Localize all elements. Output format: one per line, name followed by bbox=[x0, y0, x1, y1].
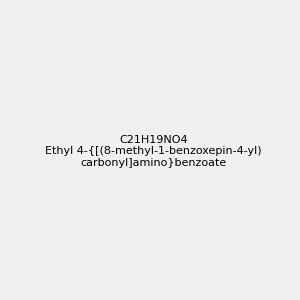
Text: C21H19NO4
Ethyl 4-{[(8-methyl-1-benzoxepin-4-yl)
carbonyl]amino}benzoate: C21H19NO4 Ethyl 4-{[(8-methyl-1-benzoxep… bbox=[45, 135, 262, 168]
